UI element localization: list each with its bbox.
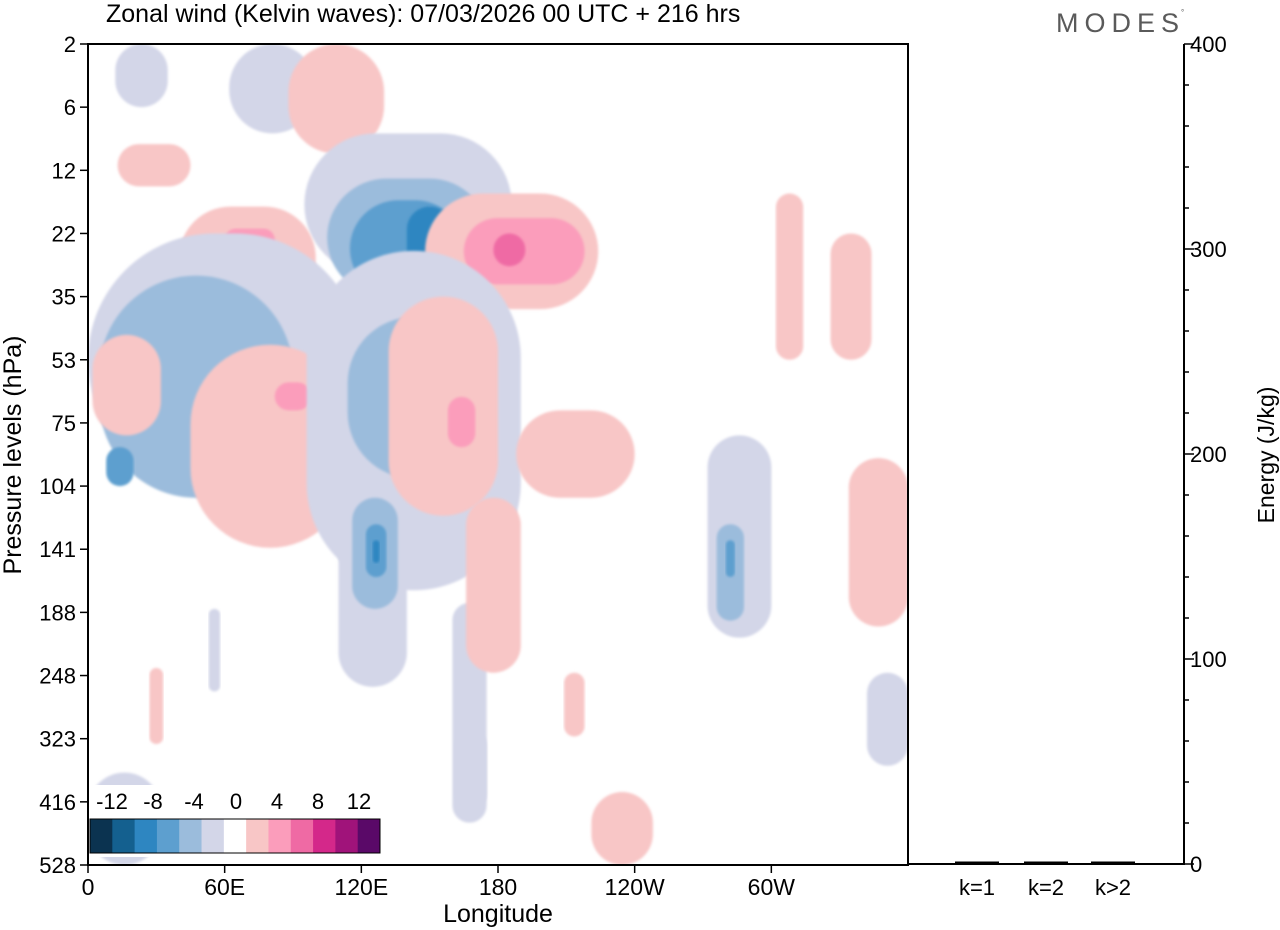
heatmap-feature-positive bbox=[775, 193, 804, 360]
colorbar-label: 0 bbox=[230, 789, 242, 814]
logo-mark: ° bbox=[1181, 8, 1185, 17]
y-tick-label: 12 bbox=[52, 158, 76, 183]
heatmap-feature-positive bbox=[92, 334, 161, 436]
heatmap-feature-positive bbox=[447, 396, 476, 448]
colorbar-swatch bbox=[156, 819, 180, 853]
y-tick-label: 2 bbox=[64, 32, 76, 57]
heatmap-feature-positive bbox=[591, 792, 653, 865]
heatmap-feature-negative bbox=[867, 672, 908, 766]
y-axis-label: Pressure levels (hPa) bbox=[0, 336, 27, 575]
energy-panel: 0 100 200 300 400 k=1 k=2 k>2 bbox=[955, 32, 1227, 900]
energy-tick-label: 0 bbox=[1190, 852, 1202, 877]
y-tick-label: 248 bbox=[39, 664, 76, 689]
colorbar-swatch bbox=[268, 819, 292, 853]
x-tick-label: 120E bbox=[334, 874, 388, 900]
energy-tick-label: 200 bbox=[1190, 442, 1227, 467]
colorbar-label: 8 bbox=[312, 789, 324, 814]
heatmap-feature-negative bbox=[208, 608, 221, 692]
y-tick-label: 22 bbox=[52, 221, 76, 246]
chart-title: Zonal wind (Kelvin waves): 07/03/2026 00… bbox=[106, 0, 740, 28]
x-tick-label: 0 bbox=[82, 874, 95, 900]
x-tick-label: 60E bbox=[204, 874, 245, 900]
energy-tick-label: 400 bbox=[1190, 32, 1227, 57]
heatmap-feature-negative bbox=[454, 728, 487, 811]
y-tick-label: 75 bbox=[52, 411, 76, 436]
y-tick-label: 528 bbox=[39, 853, 76, 878]
colorbar-swatch bbox=[201, 819, 225, 853]
colorbar-label: -12 bbox=[96, 789, 128, 814]
heatmap-feature-positive bbox=[830, 233, 872, 360]
colorbar-swatch bbox=[134, 819, 158, 853]
colorbar-frame bbox=[89, 818, 381, 854]
y-tick-label: 416 bbox=[39, 790, 76, 815]
y-tick-label: 35 bbox=[52, 285, 76, 310]
x-axis-label: Longitude bbox=[443, 900, 553, 928]
heatmap-feature-positive bbox=[516, 410, 635, 498]
energy-y-axis-label: Energy (J/kg) bbox=[1253, 387, 1279, 524]
x-tick-label: 120W bbox=[605, 874, 665, 900]
heatmap-feature-positive bbox=[564, 672, 585, 737]
y-tick-label: 104 bbox=[39, 474, 76, 499]
logo-text: MODES bbox=[1056, 8, 1186, 38]
colorbar-swatch bbox=[313, 819, 336, 853]
y-tick-label: 323 bbox=[39, 727, 76, 752]
y-tick-label: 6 bbox=[64, 95, 76, 120]
heatmap-feature-positive bbox=[388, 296, 498, 516]
energy-category-label: k=1 bbox=[959, 875, 995, 900]
colorbar-label: -4 bbox=[184, 789, 204, 814]
heatmap-feature-positive bbox=[848, 458, 908, 627]
x-axis: 0 60E 120E 180 120W 60W bbox=[82, 865, 796, 900]
y-tick-label: 188 bbox=[39, 600, 76, 625]
heatmap-feature-negative bbox=[106, 447, 134, 487]
heatmap-feature-positive bbox=[466, 497, 521, 673]
colorbar-swatch bbox=[223, 819, 247, 853]
heatmap-feature-positive bbox=[493, 233, 526, 267]
heatmap-feature-positive bbox=[288, 44, 385, 154]
heatmap-feature-positive bbox=[274, 382, 312, 411]
colorbar-swatch bbox=[357, 819, 381, 853]
energy-tick-label: 100 bbox=[1190, 647, 1227, 672]
heatmap-feature-negative bbox=[725, 540, 735, 577]
colorbar-label: 4 bbox=[271, 789, 283, 814]
y-tick-label: 53 bbox=[52, 348, 76, 373]
colorbar-swatch bbox=[112, 819, 136, 853]
energy-bar bbox=[1024, 861, 1068, 863]
energy-tick-label: 300 bbox=[1190, 237, 1227, 262]
x-tick-label: 60W bbox=[748, 874, 796, 900]
heatmap-area bbox=[88, 44, 908, 865]
heatmap-feature-positive bbox=[117, 144, 191, 187]
colorbar-swatch bbox=[179, 819, 203, 853]
x-tick-label: 180 bbox=[479, 874, 517, 900]
colorbar-label: 12 bbox=[347, 789, 371, 814]
energy-bar bbox=[955, 861, 999, 863]
colorbar-swatch bbox=[290, 819, 314, 853]
y-tick-label: 141 bbox=[39, 537, 76, 562]
colorbar-swatch bbox=[246, 819, 269, 853]
colorbar-label: -8 bbox=[143, 789, 163, 814]
y-axis: 2 6 12 22 35 53 75 104 141 188 248 323 416 528 bbox=[39, 32, 88, 878]
heatmap-feature-negative bbox=[372, 540, 380, 563]
heatmap-feature-negative bbox=[115, 44, 168, 108]
heatmap-feature-positive bbox=[149, 668, 164, 745]
energy-category-label: k>2 bbox=[1095, 875, 1131, 900]
energy-category-label: k=2 bbox=[1028, 875, 1064, 900]
colorbar-swatch bbox=[335, 819, 359, 853]
modes-logo: MODES° bbox=[1056, 8, 1184, 39]
energy-bar bbox=[1091, 861, 1135, 863]
colorbar: -12 -8 -4 0 4 8 12 bbox=[86, 785, 384, 857]
colorbar-swatch bbox=[90, 819, 113, 853]
